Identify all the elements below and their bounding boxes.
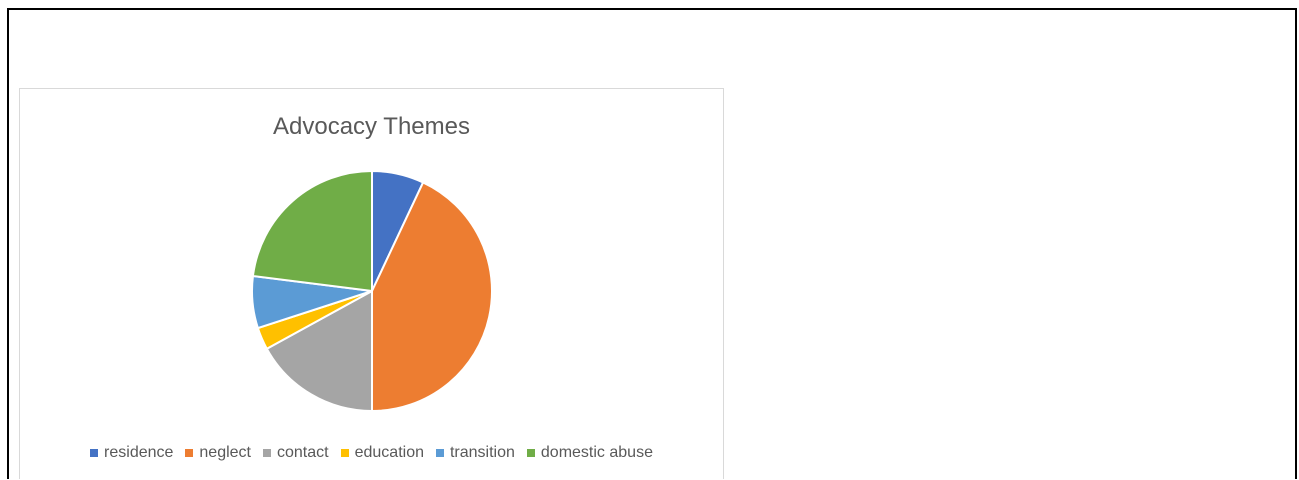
- pie-slice-contact: [265, 289, 373, 413]
- legend-swatch: [435, 449, 444, 457]
- legend-swatch: [90, 449, 99, 457]
- window-frame: [7, 8, 1297, 479]
- legend-swatch: [340, 449, 349, 457]
- legend-swatch: [185, 449, 194, 457]
- legend-swatch: [526, 449, 535, 457]
- legend-swatch: [263, 449, 271, 457]
- chart-title: Advocacy Themes: [273, 113, 470, 140]
- legend-label: education: [354, 444, 424, 461]
- legend-item-transition: transition: [435, 444, 515, 462]
- legend-label: contact: [277, 444, 329, 461]
- legend-label: transition: [449, 444, 515, 461]
- legend-label: domestic abuse: [540, 444, 653, 461]
- legend-item-education: education: [340, 444, 424, 462]
- legend-label: residence: [104, 444, 174, 461]
- legend-item-domestic-abuse: domestic abuse: [526, 444, 653, 462]
- pie-slice-domestic-abuse: [251, 169, 373, 293]
- legend-item-neglect: neglect: [185, 444, 251, 462]
- pie-slice-neglect: [371, 181, 493, 413]
- chart-container: Advocacy Themes residence neglect contact e…: [19, 88, 724, 479]
- pie-chart: [251, 169, 493, 413]
- legend-item-contact: contact: [263, 444, 329, 462]
- chart-legend: residence neglect contact education transiti…: [20, 444, 723, 462]
- legend-label: neglect: [199, 444, 251, 461]
- legend-item-residence: residence: [90, 444, 173, 462]
